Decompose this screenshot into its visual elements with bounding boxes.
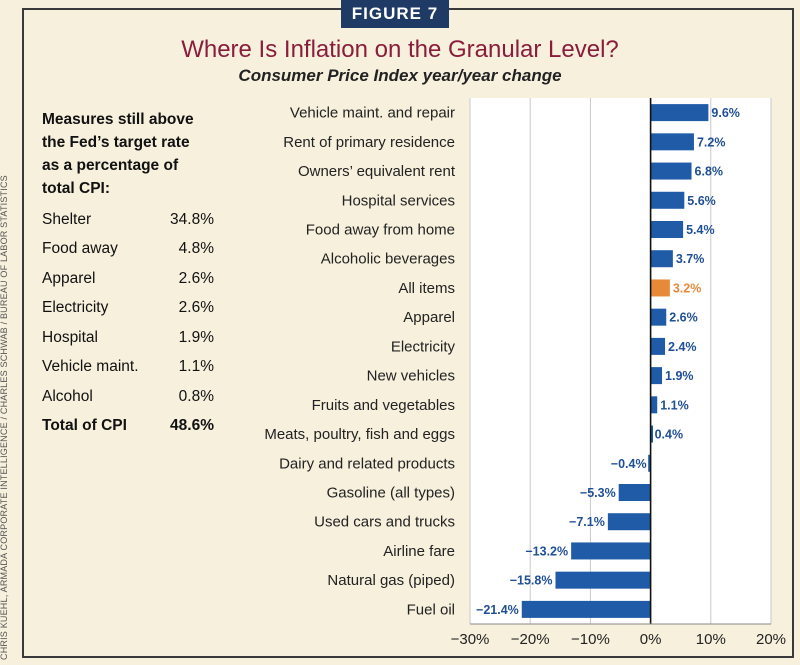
category-label: Natural gas (piped) bbox=[327, 572, 455, 589]
sidebar-row-value: 1.9% bbox=[178, 329, 214, 346]
category-label: Dairy and related products bbox=[279, 455, 455, 472]
sidebar-row-value: 4.8% bbox=[178, 240, 214, 257]
category-label: All items bbox=[398, 280, 455, 297]
data-label: 3.2% bbox=[673, 281, 702, 295]
data-label: 9.6% bbox=[711, 106, 740, 120]
category-label: Gasoline (all types) bbox=[327, 485, 455, 502]
bar bbox=[650, 250, 673, 268]
data-label: 1.9% bbox=[665, 369, 694, 383]
bar bbox=[650, 279, 670, 297]
chart-subtitle: Consumer Price Index year/year change bbox=[238, 66, 562, 85]
data-label: 2.4% bbox=[668, 340, 697, 354]
bar bbox=[650, 133, 694, 151]
bar bbox=[650, 396, 658, 414]
x-tick-label: −20% bbox=[511, 631, 550, 648]
x-tick-label: 0% bbox=[640, 631, 662, 648]
sidebar-heading-line: Measures still above bbox=[42, 111, 194, 128]
data-label: 7.2% bbox=[697, 135, 726, 149]
bar bbox=[650, 191, 685, 209]
category-label: New vehicles bbox=[367, 368, 455, 385]
category-label: Food away from home bbox=[306, 222, 455, 239]
category-label: Meats, poultry, fish and eggs bbox=[264, 426, 455, 443]
category-label: Airline fare bbox=[383, 543, 455, 560]
figure-label: FIGURE 7 bbox=[341, 0, 449, 28]
chart-title: Where Is Inflation on the Granular Level… bbox=[181, 36, 619, 63]
bar bbox=[650, 221, 684, 238]
category-label: Fuel oil bbox=[407, 601, 455, 618]
category-label: Electricity bbox=[391, 338, 456, 355]
data-label: 1.1% bbox=[660, 398, 689, 412]
sidebar-row-value: 2.6% bbox=[178, 299, 214, 316]
sidebar-row-value: 0.8% bbox=[178, 388, 214, 405]
x-tick-label: 20% bbox=[756, 631, 786, 648]
sidebar-panel: Measures still above the Fed’s target ra… bbox=[42, 108, 217, 434]
bar bbox=[521, 600, 651, 618]
sidebar-row-value: 34.8% bbox=[170, 211, 214, 228]
bar bbox=[607, 513, 651, 531]
sidebar-row-label: Food away bbox=[42, 240, 118, 257]
bar bbox=[650, 337, 666, 355]
bar bbox=[618, 484, 651, 501]
data-label: 2.6% bbox=[669, 311, 698, 325]
data-label: −15.8% bbox=[510, 574, 553, 588]
bar bbox=[648, 454, 651, 472]
sidebar-row-label: Shelter bbox=[42, 211, 92, 228]
data-label: 5.4% bbox=[686, 223, 715, 237]
category-label: Apparel bbox=[403, 309, 455, 326]
data-label: 0.4% bbox=[655, 428, 684, 442]
sidebar-heading-line: total CPI: bbox=[42, 180, 111, 197]
plot-area bbox=[470, 98, 771, 624]
sidebar-heading: Measures still above the Fed’s target ra… bbox=[42, 108, 217, 200]
data-label: −5.3% bbox=[580, 486, 616, 500]
category-label: Vehicle maint. and repair bbox=[290, 105, 455, 122]
x-tick-label: −10% bbox=[571, 631, 610, 648]
sidebar-total-label: Total of CPI bbox=[42, 417, 127, 434]
sidebar-row-label: Electricity bbox=[42, 299, 109, 316]
data-label: −13.2% bbox=[525, 544, 568, 558]
category-label: Used cars and trucks bbox=[314, 514, 455, 531]
sidebar-row-label: Alcohol bbox=[42, 388, 93, 405]
sidebar-total-value: 48.6% bbox=[170, 417, 214, 434]
sidebar-row-value: 1.1% bbox=[178, 358, 214, 375]
sidebar-row-label: Apparel bbox=[42, 270, 96, 287]
sidebar-row-label: Hospital bbox=[42, 329, 98, 346]
category-label: Alcoholic beverages bbox=[321, 251, 455, 268]
data-label: 6.8% bbox=[695, 165, 724, 179]
category-label: Owners’ equivalent rent bbox=[298, 163, 456, 180]
bar bbox=[571, 542, 651, 560]
bar bbox=[650, 104, 709, 122]
data-label: 3.7% bbox=[676, 252, 705, 266]
bar bbox=[650, 425, 654, 443]
sidebar-row-label: Vehicle maint. bbox=[42, 358, 139, 375]
x-tick-label: 10% bbox=[696, 631, 726, 648]
data-label: 5.6% bbox=[687, 194, 716, 208]
data-label: −7.1% bbox=[569, 515, 605, 529]
category-label: Fruits and vegetables bbox=[312, 397, 455, 414]
bar bbox=[650, 308, 667, 326]
bar bbox=[650, 162, 692, 180]
bar bbox=[555, 571, 651, 589]
bar bbox=[650, 367, 663, 385]
category-label: Rent of primary residence bbox=[283, 134, 455, 151]
data-label: −21.4% bbox=[476, 603, 519, 617]
data-label: −0.4% bbox=[611, 457, 647, 471]
sidebar-heading-line: as a percentage of bbox=[42, 157, 179, 174]
category-label: Hospital services bbox=[342, 192, 455, 209]
x-tick-label: −30% bbox=[451, 631, 490, 648]
sidebar-row-value: 2.6% bbox=[178, 270, 214, 287]
sidebar-heading-line: the Fed’s target rate bbox=[42, 134, 190, 151]
